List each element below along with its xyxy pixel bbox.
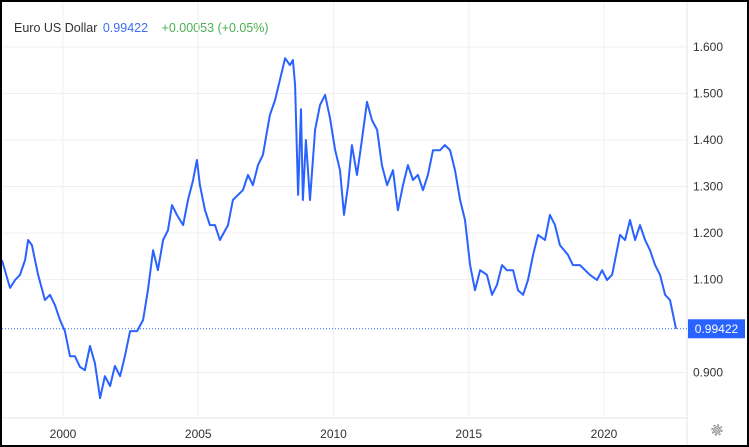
x-tick-label: 2010 (320, 427, 347, 441)
y-tick-label: 1.500 (693, 87, 723, 101)
x-tick-label: 2005 (185, 427, 212, 441)
current-price: 0.99422 (102, 21, 149, 35)
y-tick-label: 1.300 (693, 180, 723, 194)
last-price-badge-bg (688, 319, 745, 339)
price-change: +0.00053 (+0.05%) (161, 21, 269, 35)
x-tick-label: 2020 (591, 427, 618, 441)
x-tick-label: 2000 (50, 427, 77, 441)
y-tick-label: 1.200 (693, 226, 723, 240)
gear-icon[interactable] (711, 424, 723, 436)
y-tick-label: 1.100 (693, 273, 723, 287)
last-price-label: 0.99422 (695, 322, 739, 336)
x-tick-label: 2015 (455, 427, 482, 441)
symbol-title: Euro US Dollar (14, 21, 98, 35)
y-tick-label: 1.400 (693, 133, 723, 147)
y-tick-label: 1.600 (693, 40, 723, 54)
series-line-eurusd (2, 57, 677, 400)
chart-header: Euro US Dollar 0.99422 +0.00053 (+0.05%) (14, 21, 269, 35)
last-price-badge: 0.99422 (688, 319, 745, 339)
y-tick-label: 0.900 (693, 366, 723, 380)
